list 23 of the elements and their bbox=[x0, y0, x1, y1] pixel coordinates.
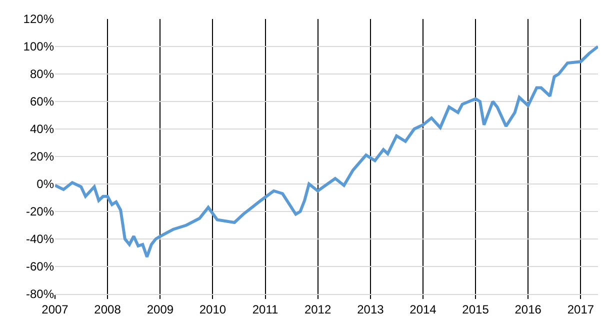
y-tick-label: -60% bbox=[26, 260, 54, 274]
y-tick-label: 0% bbox=[36, 177, 54, 192]
x-tick-label: 2008 bbox=[94, 302, 122, 316]
x-tick-label: 2007 bbox=[42, 302, 69, 316]
x-tick-label: 2011 bbox=[252, 302, 278, 316]
y-tick-label: -20% bbox=[26, 204, 54, 219]
x-tick-label: 2012 bbox=[304, 302, 332, 316]
x-tick-label: 2009 bbox=[146, 302, 174, 316]
y-tick-label: 120% bbox=[23, 12, 54, 26]
y-tick-label: 80% bbox=[30, 67, 54, 82]
y-tick-label: 20% bbox=[30, 150, 54, 164]
y-tick-label: 40% bbox=[30, 122, 54, 136]
y-tick-label: 60% bbox=[30, 94, 54, 109]
x-tick-label: 2010 bbox=[199, 302, 226, 316]
x-tick-label: 2016 bbox=[514, 302, 542, 316]
x-tick-label: 2015 bbox=[462, 302, 490, 316]
x-tick-label: 2013 bbox=[357, 302, 384, 316]
y-tick-label: 100% bbox=[23, 40, 54, 54]
line-series bbox=[55, 45, 598, 258]
y-tick-label: -80% bbox=[26, 287, 54, 302]
y-tick-label: -40% bbox=[26, 232, 54, 246]
x-tick-label: 2017 bbox=[567, 302, 594, 316]
x-tick-label: 2014 bbox=[410, 302, 437, 316]
